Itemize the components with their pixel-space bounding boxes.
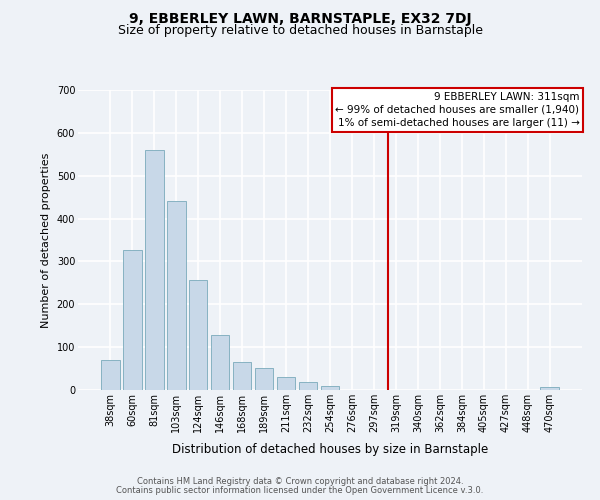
Text: Contains HM Land Registry data © Crown copyright and database right 2024.: Contains HM Land Registry data © Crown c…	[137, 478, 463, 486]
Bar	[167, 202, 185, 390]
Bar	[101, 360, 119, 390]
Text: 9, EBBERLEY LAWN, BARNSTAPLE, EX32 7DJ: 9, EBBERLEY LAWN, BARNSTAPLE, EX32 7DJ	[128, 12, 472, 26]
Bar	[541, 387, 559, 390]
Bar	[145, 150, 164, 390]
Y-axis label: Number of detached properties: Number of detached properties	[41, 152, 51, 328]
Bar	[255, 368, 274, 390]
Text: Distribution of detached houses by size in Barnstaple: Distribution of detached houses by size …	[172, 442, 488, 456]
Bar	[123, 250, 142, 390]
Bar	[189, 280, 208, 390]
Text: Contains public sector information licensed under the Open Government Licence v.: Contains public sector information licen…	[116, 486, 484, 495]
Text: 9 EBBERLEY LAWN: 311sqm
← 99% of detached houses are smaller (1,940)
1% of semi-: 9 EBBERLEY LAWN: 311sqm ← 99% of detache…	[335, 92, 580, 128]
Bar	[299, 382, 317, 390]
Bar	[277, 377, 295, 390]
Text: Size of property relative to detached houses in Barnstaple: Size of property relative to detached ho…	[118, 24, 482, 37]
Bar	[320, 386, 340, 390]
Bar	[211, 335, 229, 390]
Bar	[233, 362, 251, 390]
